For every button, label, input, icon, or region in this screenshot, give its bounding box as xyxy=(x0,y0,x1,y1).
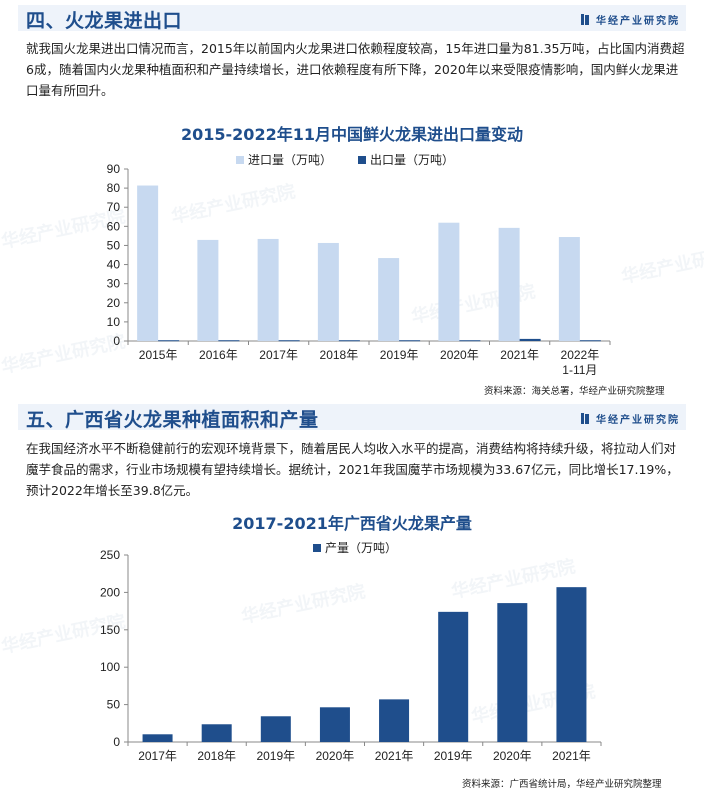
legend-swatch-import xyxy=(236,155,244,164)
y-tick-label: 0 xyxy=(113,735,120,749)
brand-label: 华经产业研究院 xyxy=(581,12,680,27)
legend-item-import: 进口量（万吨） xyxy=(236,151,332,168)
y-tick-label: 50 xyxy=(107,238,121,252)
chart-source: 资料来源：海关总署，华经产业研究院整理 xyxy=(484,386,665,397)
x-tick-label: 2020年 xyxy=(316,749,355,763)
legend-item-production: 产量（万吨） xyxy=(313,539,397,556)
bar xyxy=(218,340,240,342)
chart-legend: 进口量（万吨） 出口量（万吨） xyxy=(236,151,454,168)
section-title: 五、广西省火龙果种植面积和产量 xyxy=(26,409,319,431)
x-tick-label: 1-11月 xyxy=(562,363,597,377)
legend-swatch-production xyxy=(313,543,321,552)
bar xyxy=(556,587,587,742)
brand-logo-icon xyxy=(581,14,590,25)
x-tick-label: 2021年 xyxy=(375,749,414,763)
bar xyxy=(399,340,421,342)
bar xyxy=(158,340,180,342)
bar xyxy=(497,603,528,742)
x-tick-label: 2016年 xyxy=(199,348,238,362)
y-tick-label: 10 xyxy=(107,315,121,329)
y-tick-label: 150 xyxy=(100,623,120,637)
x-tick-label: 2020年 xyxy=(440,348,479,362)
bar xyxy=(278,340,300,342)
y-tick-label: 0 xyxy=(113,334,120,348)
import-export-bar-chart: 0 10 20 30 40 50 60 70 80 90 2015年 2016年 2017年 2018年 2… xyxy=(107,162,611,377)
bar xyxy=(438,611,469,742)
x-tick-label: 2017年 xyxy=(138,749,177,763)
x-tick-label: 2019年 xyxy=(256,749,295,763)
chart-title: 2015-2022年11月中国鲜火龙果进出口量变动 xyxy=(181,125,523,144)
x-tick-label: 2020年 xyxy=(493,749,532,763)
y-tick-label: 250 xyxy=(100,548,120,562)
bar xyxy=(519,338,541,341)
bar xyxy=(378,258,400,341)
y-tick-label: 40 xyxy=(107,258,121,272)
bar xyxy=(438,222,460,341)
brand-label: 华经产业研究院 xyxy=(581,411,680,426)
y-tick-label: 90 xyxy=(107,162,121,176)
chart-source: 资料来源：广西省统计局，华经产业研究院整理 xyxy=(462,779,662,790)
section-header-guangxi-production: 五、广西省火龙果种植面积和产量 华经产业研究院 xyxy=(18,404,686,431)
bar xyxy=(319,707,350,742)
section-paragraph: 在我国经济水平不断稳健前行的宏观环境背景下，随着居民人均收入水平的提高，消费结构… xyxy=(26,441,679,498)
section-header-import-export: 四、火龙果进出口 华经产业研究院 xyxy=(18,5,686,32)
section-paragraph: 就我国火龙果进出口情况而言，2015年以前国内火龙果进口依赖程度较高，15年进口… xyxy=(26,41,685,98)
x-tick-label: 2021年 xyxy=(552,749,591,763)
bar xyxy=(260,716,291,742)
bar xyxy=(201,724,232,742)
y-tick-label: 200 xyxy=(100,585,120,599)
bar xyxy=(142,734,173,742)
y-tick-label: 50 xyxy=(107,698,121,712)
x-tick-label: 2022年 xyxy=(561,348,600,362)
legend-item-export: 出口量（万吨） xyxy=(358,151,454,168)
y-tick-label: 20 xyxy=(107,296,121,310)
y-tick-label: 60 xyxy=(107,219,121,233)
bar xyxy=(498,227,520,341)
y-tick-label: 100 xyxy=(100,660,120,674)
y-tick-label: 70 xyxy=(107,200,121,214)
x-tick-label: 2015年 xyxy=(139,348,178,362)
bar xyxy=(197,239,219,341)
bar xyxy=(317,242,339,341)
bar xyxy=(137,185,159,341)
bar xyxy=(257,238,279,341)
bar xyxy=(579,340,601,342)
x-tick-label: 2021年 xyxy=(500,348,539,362)
bar xyxy=(338,340,360,342)
bar xyxy=(379,699,410,742)
section-title: 四、火龙果进出口 xyxy=(26,10,183,32)
y-tick-label: 30 xyxy=(107,277,121,291)
x-tick-label: 2019年 xyxy=(434,749,473,763)
x-tick-label: 2017年 xyxy=(259,348,298,362)
x-tick-label: 2019年 xyxy=(380,348,419,362)
x-tick-label: 2018年 xyxy=(197,749,236,763)
bar xyxy=(459,340,481,342)
y-tick-label: 80 xyxy=(107,181,121,195)
legend-swatch-export xyxy=(358,155,367,164)
bar xyxy=(558,237,580,341)
brand-logo-icon xyxy=(581,413,590,424)
chart-legend: 产量（万吨） xyxy=(313,539,397,556)
x-tick-label: 2018年 xyxy=(320,348,359,362)
chart-title: 2017-2021年广西省火龙果产量 xyxy=(232,514,472,533)
